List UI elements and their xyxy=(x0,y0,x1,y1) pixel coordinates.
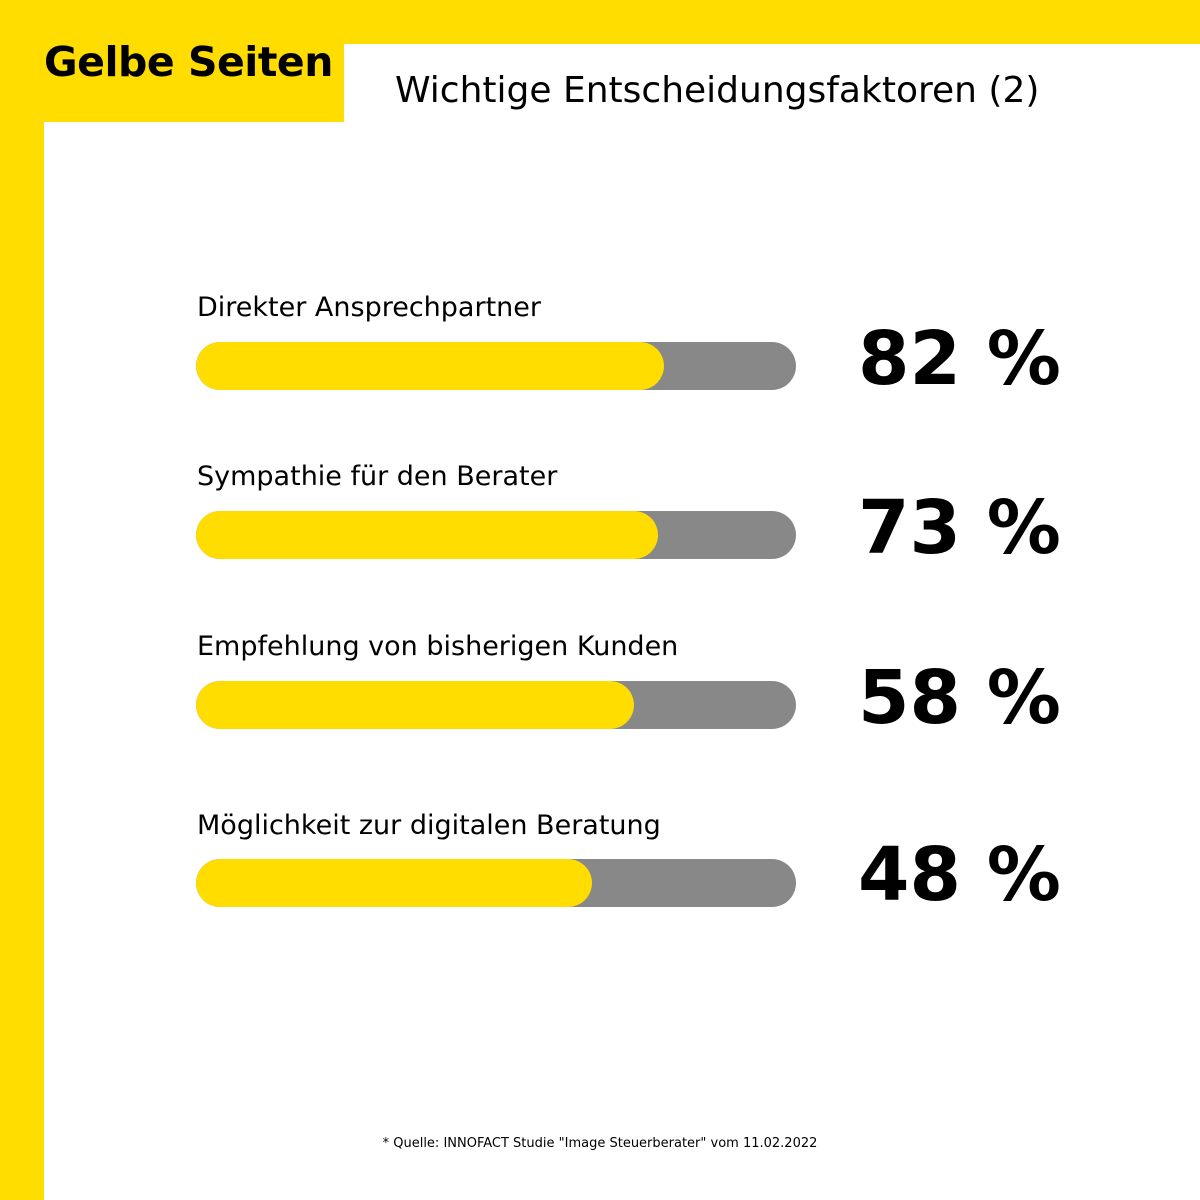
value-label: 58 % xyxy=(858,655,1061,741)
source-note: * Quelle: INNOFACT Studie "Image Steuerb… xyxy=(382,1136,818,1151)
bar-track xyxy=(196,342,796,390)
content-panel xyxy=(44,44,1200,1200)
category-label: Direkter Ansprechpartner xyxy=(197,292,541,323)
bar-track xyxy=(196,859,796,907)
bar-track xyxy=(196,681,796,729)
bar-fill xyxy=(196,681,634,729)
brand-logo: Gelbe Seiten xyxy=(44,38,333,86)
category-label: Empfehlung von bisherigen Kunden xyxy=(197,631,679,662)
category-label: Möglichkeit zur digitalen Beratung xyxy=(197,810,661,841)
bar-fill xyxy=(196,859,592,907)
bar-fill xyxy=(196,511,658,559)
bar-track xyxy=(196,511,796,559)
bar-fill xyxy=(196,342,664,390)
category-label: Sympathie für den Berater xyxy=(197,461,558,492)
value-label: 73 % xyxy=(858,485,1061,571)
brand-box xyxy=(44,44,344,122)
page-title: Wichtige Entscheidungsfaktoren (2) xyxy=(395,70,1040,111)
value-label: 82 % xyxy=(858,316,1061,402)
value-label: 48 % xyxy=(858,832,1061,918)
